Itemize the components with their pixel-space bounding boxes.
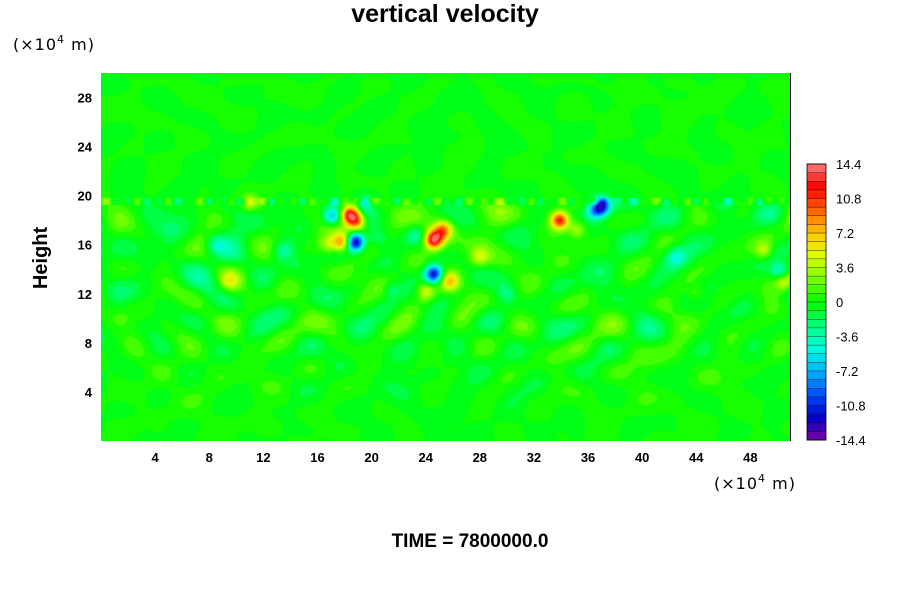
colorbar-band [807, 172, 826, 182]
x-tick-label: 24 [418, 450, 433, 465]
colorbar-band [807, 207, 826, 217]
x-tick-label: 48 [743, 450, 757, 465]
colorbar-band [807, 215, 826, 225]
x-tick-label: 44 [689, 450, 704, 465]
colorbar-band [807, 371, 826, 381]
colorbar-band [807, 293, 826, 303]
colorbar-band [807, 250, 826, 260]
x-axis-unit: (×104 m) [714, 472, 796, 493]
chart-title: vertical velocity [351, 0, 539, 28]
colorbar-band [807, 422, 826, 432]
x-tick-label: 28 [473, 450, 487, 465]
x-tick-label: 32 [527, 450, 541, 465]
colorbar-tick-label: -10.8 [836, 399, 866, 414]
time-label: TIME = 7800000.0 [391, 531, 549, 552]
plot-area [101, 73, 791, 441]
colorbar-band [807, 224, 826, 234]
colorbar [806, 163, 827, 441]
colorbar-band [807, 319, 826, 329]
colorbar-band [807, 388, 826, 398]
colorbar-tick-label: -3.6 [836, 330, 858, 345]
colorbar-band [807, 233, 826, 243]
y-unit-suffix: m) [65, 35, 95, 54]
colorbar-band [807, 362, 826, 372]
y-tick-label: 28 [78, 91, 92, 106]
colorbar-band [807, 284, 826, 294]
velocity-field [101, 73, 791, 441]
x-tick-label: 4 [152, 450, 160, 465]
colorbar-band [807, 353, 826, 363]
colorbar-band [807, 327, 826, 337]
y-unit-prefix: (×10 [13, 35, 58, 54]
y-tick-label: 20 [78, 189, 92, 204]
colorbar-band [807, 241, 826, 251]
colorbar-band [807, 181, 826, 191]
y-tick-label: 24 [78, 140, 93, 155]
x-tick-labels: 4 8 12 16 20 24 28 32 36 40 44 48 [152, 450, 758, 465]
y-tick-label: 8 [85, 336, 92, 351]
colorbar-tick-label: 3.6 [836, 261, 854, 276]
colorbar-band [807, 164, 826, 174]
x-tick-label: 36 [581, 450, 595, 465]
colorbar-tick-label: -14.4 [836, 433, 866, 448]
y-tick-label: 16 [78, 238, 92, 253]
colorbar-band [807, 267, 826, 277]
colorbar-band [807, 336, 826, 346]
y-unit-exponent: 4 [57, 33, 66, 46]
colorbar-band [807, 258, 826, 268]
colorbar-band [807, 302, 826, 312]
x-unit-exponent: 4 [758, 472, 767, 485]
x-tick-label: 20 [364, 450, 378, 465]
colorbar-band [807, 431, 826, 441]
y-tick-labels: 4 8 12 16 20 24 28 [78, 91, 93, 400]
colorbar-band [807, 414, 826, 424]
x-tick-label: 40 [635, 450, 649, 465]
colorbar-band [807, 345, 826, 355]
colorbar-band [807, 198, 826, 208]
colorbar-band [807, 276, 826, 286]
colorbar-tick-labels: 14.4 10.8 7.2 3.6 0 -3.6 -7.2 -10.8 -14.4 [836, 157, 866, 448]
x-tick-label: 16 [310, 450, 324, 465]
y-tick-label: 4 [85, 385, 93, 400]
x-unit-suffix: m) [766, 474, 796, 493]
colorbar-tick-label: 10.8 [836, 192, 861, 207]
colorbar-band [807, 379, 826, 389]
colorbar-band [807, 189, 826, 199]
y-tick-label: 12 [78, 287, 92, 302]
colorbar-tick-label: -7.2 [836, 364, 858, 379]
colorbar-band [807, 396, 826, 406]
x-unit-prefix: (×10 [714, 474, 759, 493]
colorbar-band [807, 405, 826, 415]
x-tick-label: 12 [256, 450, 270, 465]
colorbar-band [807, 310, 826, 320]
colorbar-tick-label: 7.2 [836, 226, 854, 241]
colorbar-border [806, 163, 827, 441]
colorbar-tick-label: 0 [836, 295, 843, 310]
field-container [101, 73, 791, 441]
colorbar-tick-label: 14.4 [836, 157, 861, 172]
x-tick-label: 8 [206, 450, 213, 465]
y-axis-unit: (×104 m) [13, 33, 95, 54]
